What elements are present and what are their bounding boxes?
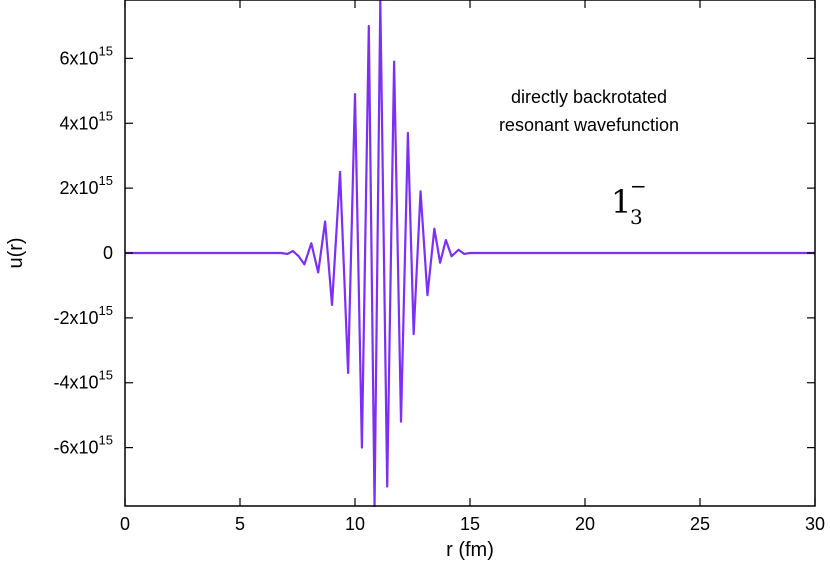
- x-tick-label: 0: [120, 514, 130, 534]
- x-tick-label: 30: [805, 514, 825, 534]
- y-tick-label: -2x1015: [54, 303, 114, 328]
- x-tick-label: 25: [690, 514, 710, 534]
- state-label-superscript: −: [630, 174, 647, 198]
- x-tick-labels: 0 5 10 15 20 25 30: [120, 514, 825, 534]
- x-tick-label: 15: [460, 514, 480, 534]
- y-tick-label: -6x1015: [54, 433, 114, 458]
- annotation-line-1: directly backrotated: [511, 87, 667, 107]
- y-tick-label: 2x1015: [59, 173, 113, 198]
- series-line-0: [125, 0, 815, 508]
- x-tick-label: 20: [575, 514, 595, 534]
- y-tick-label: 0: [103, 243, 113, 263]
- x-tick-label: 5: [235, 514, 245, 534]
- state-label-main: 1: [611, 183, 631, 221]
- x-tick-label: 10: [345, 514, 365, 534]
- y-tick-label: 6x1015: [59, 43, 113, 68]
- x-axis-title: r (fm): [446, 539, 494, 561]
- y-tick-labels: 6x1015 4x1015 2x1015 0 -2x1015 -4x1015 -6x1015: [54, 43, 114, 457]
- y-tick-label: -4x1015: [54, 368, 114, 393]
- annotation-line-2: resonant wavefunction: [499, 115, 679, 135]
- y-axis-title: u(r): [5, 237, 27, 268]
- state-label-subscript: 3: [630, 205, 643, 229]
- tick-marks-layer: [124, 0, 816, 506]
- plot-series-layer: [125, 0, 815, 508]
- y-tick-label: 4x1015: [59, 108, 113, 133]
